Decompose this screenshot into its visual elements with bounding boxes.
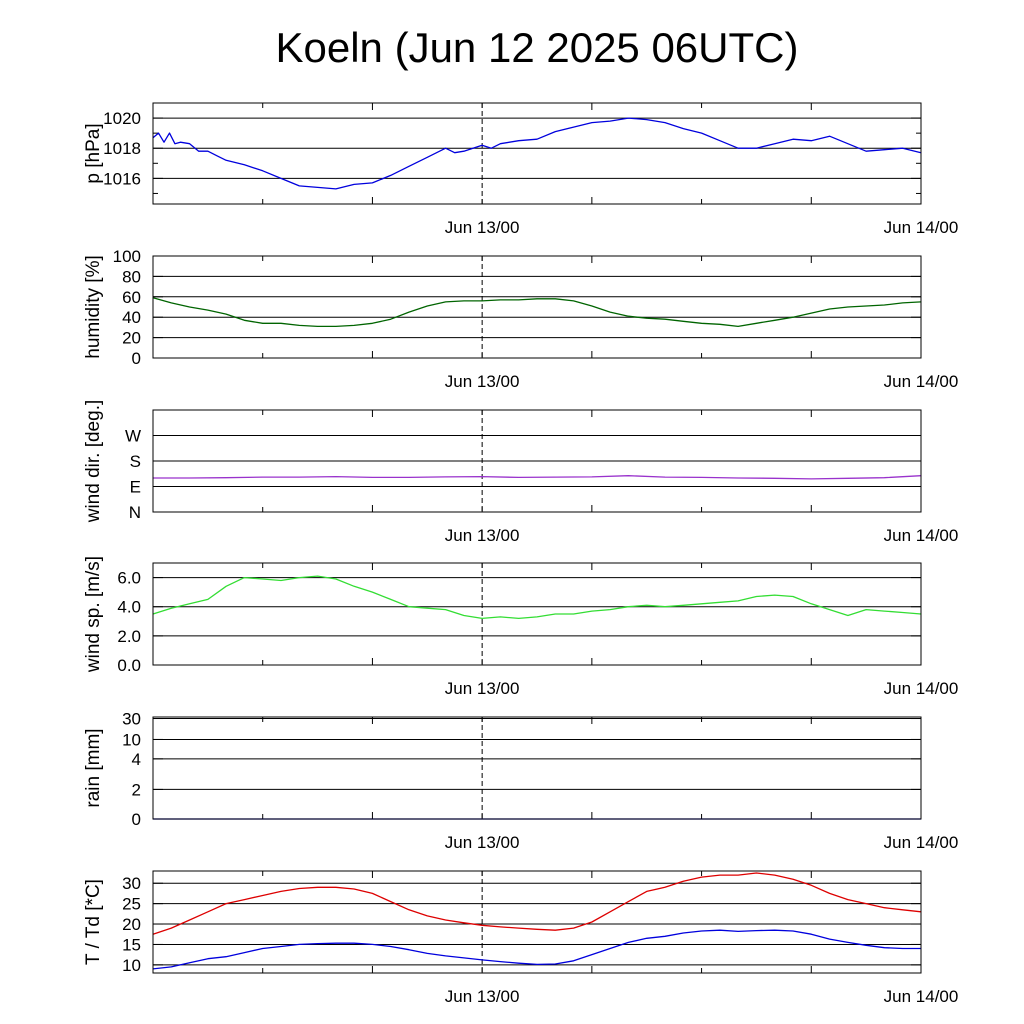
plot-frame bbox=[152, 716, 922, 820]
plot-frame bbox=[152, 870, 922, 974]
data-series-line bbox=[152, 929, 921, 970]
y-tick-label: 6.0 bbox=[117, 569, 141, 588]
y-tick-label: E bbox=[130, 478, 141, 497]
y-tick-label: 1020 bbox=[103, 109, 141, 128]
x-tick-label: Jun 14/00 bbox=[884, 218, 959, 237]
y-tick-label: 0 bbox=[132, 810, 141, 829]
y-axis-label: wind sp. [m/s] bbox=[83, 556, 104, 673]
y-tick-label: 4.0 bbox=[117, 598, 141, 617]
y-tick-label: 10 bbox=[122, 956, 141, 975]
y-tick-label: 80 bbox=[122, 267, 141, 286]
y-tick-label: 40 bbox=[122, 308, 141, 327]
x-tick-label: Jun 13/00 bbox=[445, 526, 520, 545]
data-series-line bbox=[152, 872, 922, 935]
panel-4: 0.0 2.0 4.0 6.0 Jun 13/00 Jun 14/00 wind sp. [… bbox=[83, 556, 958, 698]
y-tick-label: 60 bbox=[122, 288, 141, 307]
plot-frame bbox=[152, 409, 922, 513]
y-axis-label: p [hPa] bbox=[83, 123, 104, 183]
y-tick-label: 25 bbox=[122, 895, 141, 914]
y-tick-label: 30 bbox=[122, 874, 141, 893]
chart-title: Koeln (Jun 12 2025 06UTC) bbox=[275, 24, 799, 71]
y-tick-label: 100 bbox=[113, 247, 141, 266]
plot-frame bbox=[152, 255, 922, 359]
y-axis-label: T / Td [*C] bbox=[83, 879, 104, 965]
y-tick-label: 0.0 bbox=[117, 656, 141, 675]
x-tick-label: Jun 14/00 bbox=[884, 833, 959, 852]
panel-1: 1016 1018 1020 Jun 13/00 Jun 14/00 p [hPa] bbox=[83, 102, 959, 237]
y-tick-label: 20 bbox=[122, 915, 141, 934]
y-tick-label: 20 bbox=[122, 329, 141, 348]
y-tick-label: W bbox=[125, 427, 141, 446]
data-series-line bbox=[153, 475, 922, 480]
y-axis-label: humidity [%] bbox=[83, 255, 104, 358]
x-tick-label: Jun 13/00 bbox=[445, 987, 520, 1006]
data-series-line bbox=[152, 297, 922, 328]
y-tick-label: 2.0 bbox=[117, 627, 141, 646]
x-tick-label: Jun 14/00 bbox=[884, 526, 959, 545]
data-series-line bbox=[152, 117, 922, 190]
y-tick-label: 1016 bbox=[103, 169, 141, 188]
x-tick-label: Jun 13/00 bbox=[445, 372, 520, 391]
y-tick-label: N bbox=[129, 503, 141, 522]
y-tick-label: 30 bbox=[122, 710, 141, 729]
plot-frame bbox=[152, 102, 922, 205]
y-tick-label: 15 bbox=[122, 935, 141, 954]
data-series-line bbox=[152, 575, 922, 620]
x-tick-label: Jun 13/00 bbox=[445, 218, 520, 237]
y-axis-label: wind dir. [deg.] bbox=[83, 400, 104, 524]
y-tick-label: 4 bbox=[132, 750, 141, 769]
x-tick-label: Jun 14/00 bbox=[884, 372, 959, 391]
x-tick-label: Jun 13/00 bbox=[445, 833, 520, 852]
y-tick-label: 0 bbox=[132, 349, 141, 368]
y-tick-label: 1018 bbox=[103, 139, 141, 158]
y-tick-label: S bbox=[130, 452, 141, 471]
plot-frame bbox=[152, 562, 922, 666]
x-tick-label: Jun 14/00 bbox=[884, 987, 959, 1006]
x-tick-label: Jun 13/00 bbox=[445, 679, 520, 698]
y-tick-label: 2 bbox=[132, 780, 141, 799]
y-axis-label: rain [mm] bbox=[83, 728, 104, 807]
y-tick-label: 10 bbox=[122, 730, 141, 749]
x-tick-label: Jun 14/00 bbox=[884, 679, 959, 698]
